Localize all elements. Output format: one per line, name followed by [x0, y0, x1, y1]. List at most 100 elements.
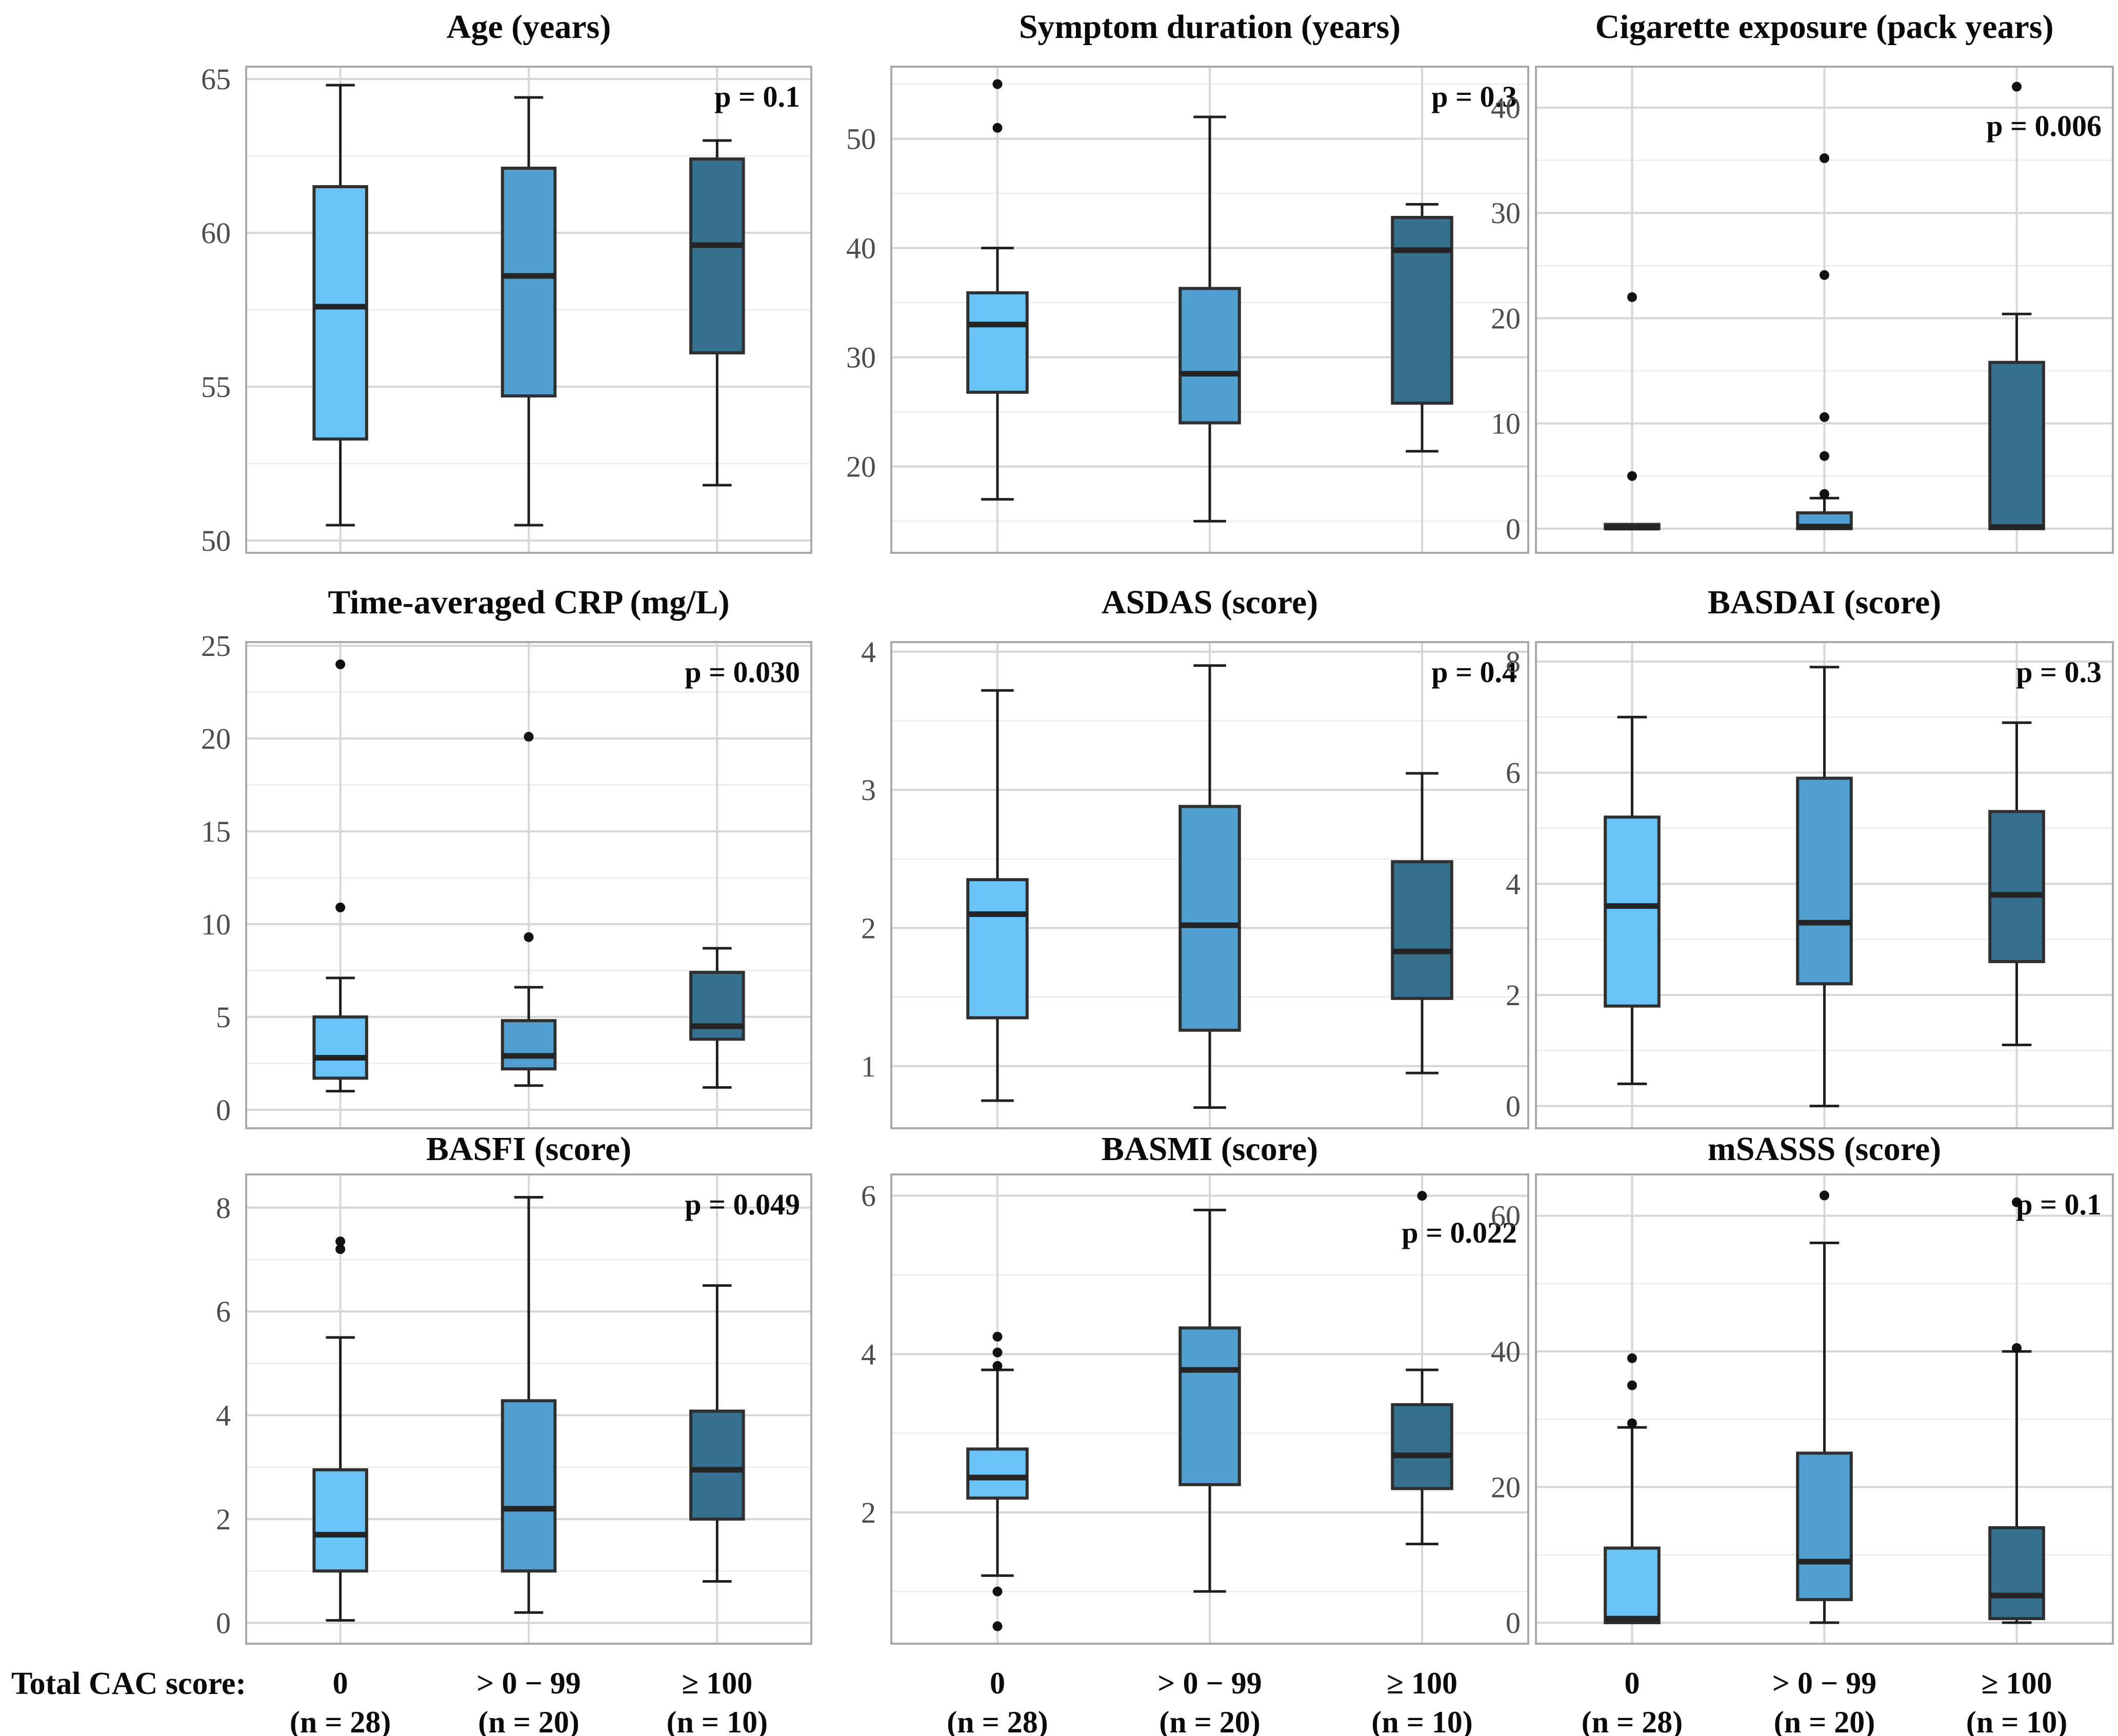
outlier-point — [1627, 1353, 1637, 1363]
plot-frame — [1535, 1173, 2114, 1645]
iqr-box — [501, 167, 557, 397]
x-category-sublabel: (n = 20) — [478, 1705, 580, 1736]
iqr-box — [1604, 1546, 1661, 1625]
iqr-box — [689, 157, 745, 354]
box-group — [1391, 772, 1453, 1074]
y-tick-label: 2 — [861, 1496, 876, 1529]
box-group — [501, 732, 557, 1087]
outlier-point — [524, 732, 534, 742]
y-tick-label: 8 — [1506, 645, 1521, 679]
box-group — [1796, 1190, 1853, 1624]
outlier-point — [2012, 1343, 2022, 1353]
panel-title: Symptom duration (years) — [1019, 8, 1401, 46]
box-group — [966, 1331, 1029, 1631]
p-value-label: p = 0.1 — [2016, 1188, 2102, 1221]
outlier-point — [1820, 489, 1829, 499]
panel-title: Time-averaged CRP (mg/L) — [328, 584, 729, 621]
panel-title: BASMI (score) — [1102, 1130, 1318, 1168]
plot-frame — [890, 641, 1529, 1129]
x-category-sublabel: (n = 20) — [1774, 1705, 1875, 1736]
y-tick-label: 25 — [201, 629, 231, 663]
iqr-box — [1796, 776, 1853, 986]
p-value-label: p = 0.3 — [2016, 655, 2102, 689]
x-category-sublabel: (n = 20) — [1159, 1705, 1261, 1736]
y-tick-label: 2 — [216, 1503, 231, 1536]
outlier-point — [335, 902, 346, 912]
box-group — [966, 689, 1029, 1102]
plot-frame — [1535, 66, 2114, 554]
p-value-label: p = 0.4 — [1431, 655, 1517, 689]
box-group — [1391, 1191, 1453, 1546]
panel-msasss: 0 20 40 60 mSASSS (score) p = 0.1 0 (n = 28) > 0… — [1491, 1130, 2114, 1736]
y-tick-label: 6 — [861, 1180, 876, 1213]
iqr-box — [1988, 361, 2045, 530]
outlier-point — [1627, 1380, 1637, 1390]
panel-title: Cigarette exposure (pack years) — [1595, 8, 2054, 46]
panel-title: BASFI (score) — [426, 1130, 631, 1168]
y-tick-label: 30 — [1491, 196, 1521, 230]
iqr-box — [501, 1019, 557, 1071]
box-group — [501, 1196, 557, 1614]
outlier-point — [992, 1586, 1003, 1597]
panel-cigarette: 0 10 20 30 40 Cigarette exposure (pack years)… — [1491, 8, 2114, 554]
outlier-point — [1820, 1190, 1829, 1201]
y-tick-label: 4 — [216, 1399, 231, 1432]
plot-frame — [890, 66, 1529, 554]
iqr-box — [501, 1399, 557, 1573]
y-tick-label: 65 — [201, 63, 231, 96]
iqr-box — [312, 1015, 368, 1080]
box-group — [312, 659, 368, 1093]
box-group — [1604, 1353, 1661, 1625]
y-tick-label: 55 — [201, 370, 231, 404]
iqr-box — [1604, 815, 1661, 1008]
outlier-point — [992, 1331, 1003, 1342]
y-tick-label: 60 — [1491, 1200, 1521, 1233]
iqr-box — [1796, 1451, 1853, 1602]
y-tick-label: 3 — [861, 773, 876, 807]
y-tick-label: 20 — [1491, 302, 1521, 335]
outlier-point — [524, 932, 534, 942]
panel-title: BASDAI (score) — [1708, 584, 1941, 621]
iqr-box — [966, 291, 1029, 394]
y-tick-label: 0 — [216, 1607, 231, 1640]
iqr-box — [966, 1447, 1029, 1500]
outlier-point — [2012, 82, 2022, 92]
y-tick-label: 30 — [846, 341, 876, 374]
box-group — [1988, 1197, 2045, 1624]
x-category-sublabel: (n = 28) — [1582, 1705, 1683, 1736]
box-group — [1796, 153, 1853, 530]
x-category-label: > 0 − 99 — [1772, 1666, 1876, 1700]
y-tick-label: 10 — [1491, 407, 1521, 441]
box-group — [1988, 721, 2045, 1046]
y-tick-label: 20 — [1491, 1471, 1521, 1504]
iqr-box — [689, 971, 745, 1041]
box-group — [312, 84, 368, 527]
x-category-sublabel: (n = 28) — [290, 1705, 391, 1736]
group-axis-label: Total CAC score: — [11, 1666, 247, 1701]
box-group — [689, 947, 745, 1089]
panel-basmi: 2 4 6 BASMI (score) p = 0.022 0 (n = 28) > 0 − … — [861, 1130, 1529, 1736]
box-group — [689, 139, 745, 487]
y-tick-label: 8 — [216, 1191, 231, 1225]
y-tick-label: 50 — [201, 524, 231, 557]
iqr-box — [689, 1409, 745, 1521]
outlier-point — [1417, 1191, 1427, 1201]
x-category-label: ≥ 100 — [682, 1666, 752, 1700]
plot-frame — [1535, 641, 2114, 1129]
y-tick-label: 2 — [861, 911, 876, 945]
y-tick-label: 20 — [846, 450, 876, 484]
outlier-point — [1820, 412, 1829, 422]
outlier-point — [1820, 270, 1829, 280]
y-tick-label: 20 — [201, 722, 231, 755]
x-category-label: ≥ 100 — [1387, 1666, 1457, 1700]
iqr-box — [1178, 805, 1241, 1032]
p-value-label: p = 0.030 — [685, 655, 800, 689]
x-category-label: ≥ 100 — [1982, 1666, 2052, 1700]
x-category-label: 0 — [990, 1666, 1005, 1700]
outlier-point — [992, 1347, 1003, 1358]
x-category-sublabel: (n = 28) — [947, 1705, 1048, 1736]
y-tick-label: 0 — [216, 1093, 231, 1127]
box-group — [1178, 115, 1241, 523]
